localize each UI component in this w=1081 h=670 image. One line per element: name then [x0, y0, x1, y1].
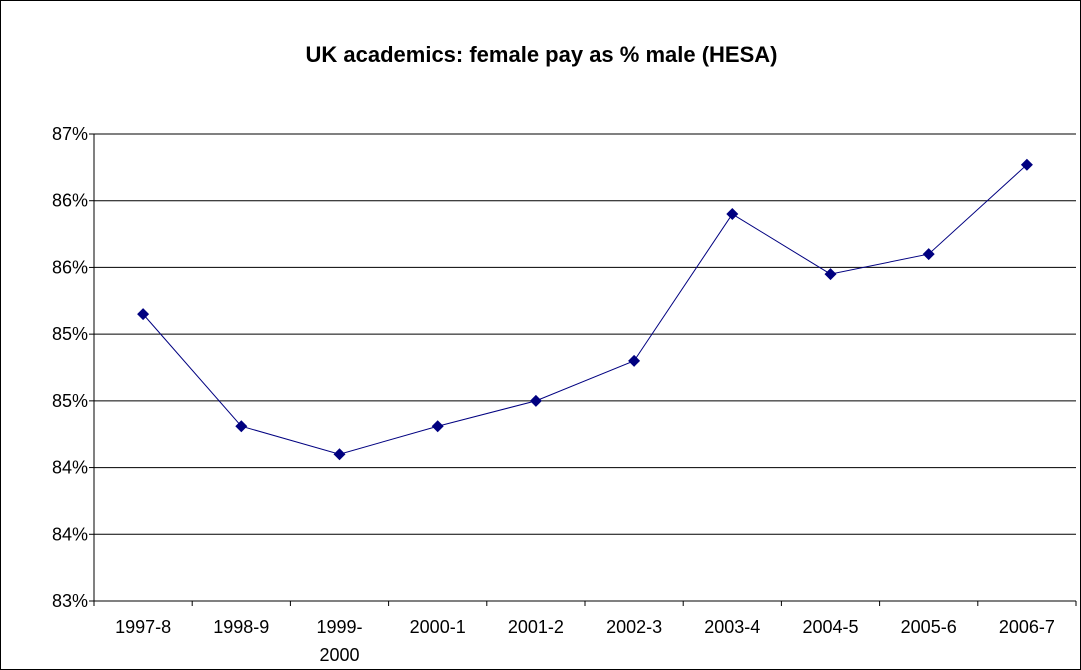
- data-point-marker: [235, 420, 248, 433]
- chart-title: UK academics: female pay as % male (HESA…: [305, 42, 778, 67]
- x-tick-label: 2004-5: [802, 617, 858, 637]
- data-point-marker: [628, 354, 641, 367]
- y-tick-label: 86%: [52, 191, 88, 211]
- series-line: [142, 164, 1028, 455]
- x-tick-label: 2003-4: [704, 617, 760, 637]
- data-point-marker: [922, 248, 935, 261]
- x-tick-label: 1998-9: [213, 617, 269, 637]
- x-tick-label: 2005-6: [901, 617, 957, 637]
- y-tick-label: 85%: [52, 324, 88, 344]
- x-tick-label: 2006-7: [999, 617, 1055, 637]
- data-point-marker: [333, 448, 346, 461]
- y-tick-label: 86%: [52, 257, 88, 277]
- y-tick-label: 85%: [52, 391, 88, 411]
- data-point-marker: [529, 394, 542, 407]
- y-tick-label: 87%: [52, 124, 88, 144]
- data-point-marker: [1020, 158, 1033, 171]
- y-tick-label: 84%: [52, 458, 88, 478]
- data-point-marker: [137, 308, 150, 321]
- x-tick-label: 2002-3: [606, 617, 662, 637]
- x-tick-label: 1999-2000: [316, 617, 362, 665]
- data-point-marker: [824, 268, 837, 281]
- y-tick-label: 84%: [52, 524, 88, 544]
- x-tick-label: 2001-2: [508, 617, 564, 637]
- x-tick-label: 2000-1: [410, 617, 466, 637]
- x-tick-label: 1997-8: [115, 617, 171, 637]
- y-tick-label: 83%: [52, 591, 88, 611]
- data-point-marker: [726, 208, 739, 221]
- data-point-marker: [431, 420, 444, 433]
